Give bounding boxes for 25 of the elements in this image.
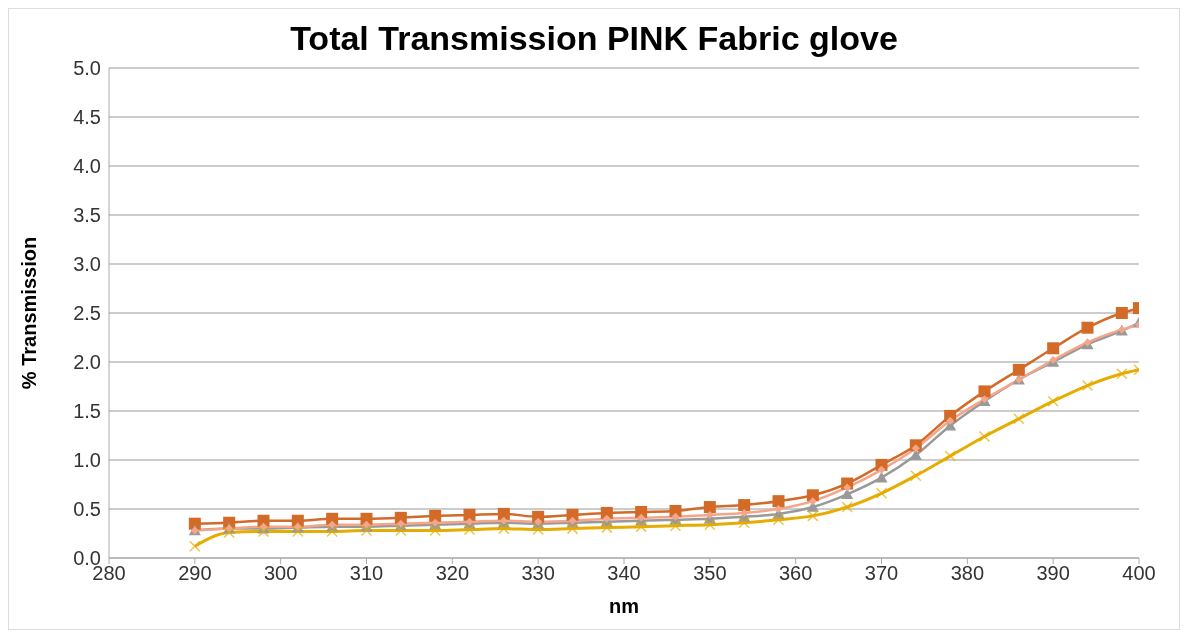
y-tick-label: 5.0 — [73, 57, 101, 80]
y-tick-label: 2.5 — [73, 302, 101, 325]
x-tick-label: 360 — [778, 562, 813, 585]
y-tick-label: 4.5 — [73, 106, 101, 129]
y-axis-title: % Transmission — [18, 236, 41, 390]
chart-title: Total Transmission PINK Fabric glove — [289, 19, 899, 58]
y-tick-label: 3.5 — [73, 204, 101, 227]
x-tick-label: 330 — [521, 562, 555, 585]
x-tick-label: 350 — [693, 562, 727, 585]
x-axis-title: nm — [609, 595, 639, 617]
y-tick-label: 1.0 — [73, 449, 101, 472]
x-tick-label: 300 — [263, 562, 298, 585]
y-tick-label: 1.5 — [73, 400, 101, 423]
y-tick-label: 0.5 — [73, 498, 101, 521]
x-tick-label: 310 — [349, 562, 384, 585]
x-tick-label: 380 — [950, 562, 985, 585]
y-tick-label: 2.0 — [73, 351, 101, 374]
x-tick-label: 290 — [178, 562, 212, 585]
x-tick-label: 390 — [1036, 562, 1070, 585]
y-tick-label: 4.0 — [73, 155, 101, 178]
y-tick-label: 3.0 — [73, 253, 101, 276]
x-tick-label: 320 — [435, 562, 470, 585]
x-tick-label: 370 — [864, 562, 899, 585]
x-tick-label: 340 — [607, 562, 641, 585]
x-tick-label: 400 — [1122, 562, 1156, 585]
